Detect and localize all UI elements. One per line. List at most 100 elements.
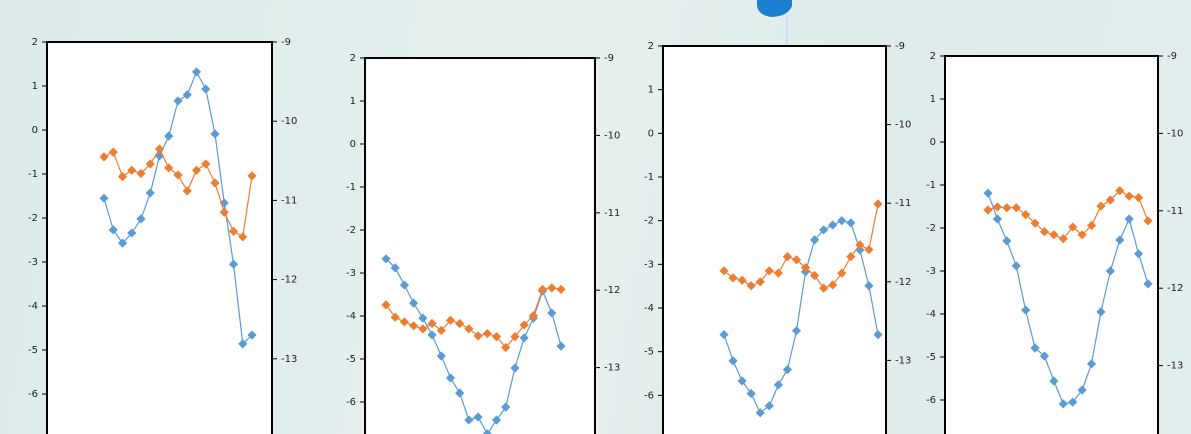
point-marker <box>983 205 993 215</box>
point-marker <box>1011 203 1021 213</box>
y-tick-label: 0 <box>350 139 356 150</box>
y-tick-label: -1 <box>28 169 38 180</box>
point-marker <box>182 186 192 196</box>
point-marker <box>228 259 239 269</box>
point-marker <box>445 315 456 325</box>
point-marker <box>791 326 802 336</box>
plot-area <box>364 57 596 434</box>
point-marker <box>482 328 492 339</box>
y-tick-label: 2 <box>648 41 654 52</box>
point-marker <box>719 330 729 340</box>
y-tick-label: -1 <box>644 172 654 183</box>
y-tick-label: 2 <box>32 37 38 48</box>
point-marker <box>719 266 729 276</box>
point-marker <box>519 333 529 343</box>
y2-tick-label: -12 <box>895 277 911 288</box>
y-tick-label: -3 <box>926 266 936 277</box>
y2-tick-label: -9 <box>604 53 614 64</box>
point-marker <box>219 207 229 217</box>
y-tick-label: -6 <box>644 390 654 401</box>
point-marker <box>1058 399 1068 409</box>
y-tick-label: -4 <box>28 301 38 312</box>
y-tick-label: 1 <box>32 81 38 92</box>
y-tick-label: 1 <box>648 85 654 96</box>
point-marker <box>809 235 820 245</box>
point-marker <box>1086 220 1097 231</box>
y-tick-label: 1 <box>930 94 936 105</box>
y-tick-label: -2 <box>644 216 654 227</box>
point-marker <box>108 147 118 157</box>
y-tick-label: 1 <box>350 96 356 107</box>
point-marker <box>464 415 474 425</box>
point-marker <box>482 429 492 434</box>
y-tick-label: -6 <box>926 395 936 406</box>
y-tick-label: -3 <box>28 257 38 268</box>
point-marker <box>547 283 557 293</box>
y-tick-label: 2 <box>350 53 356 64</box>
point-marker <box>427 318 437 329</box>
point-marker <box>1086 359 1097 369</box>
point-marker <box>556 341 566 351</box>
point-marker <box>837 216 847 226</box>
point-marker <box>1143 279 1153 289</box>
y-tick-label: -5 <box>644 347 654 358</box>
point-marker <box>992 202 1003 212</box>
point-marker <box>1105 195 1115 205</box>
y-tick-label: -1 <box>926 180 936 191</box>
point-marker <box>1002 203 1012 213</box>
y2-tick-label: -10 <box>604 130 620 141</box>
y-tick-label: -2 <box>28 213 38 224</box>
y-tick-label: -4 <box>926 309 936 320</box>
point-marker <box>1021 210 1031 220</box>
point-marker <box>127 165 137 175</box>
point-marker <box>473 412 483 422</box>
point-marker <box>1115 186 1125 196</box>
y2-tick-label: -10 <box>1167 128 1183 139</box>
point-marker <box>828 220 838 230</box>
point-marker <box>782 364 793 375</box>
plot-area <box>662 45 887 434</box>
point-marker <box>809 270 820 281</box>
point-marker <box>390 263 400 273</box>
point-marker <box>381 300 391 310</box>
y-tick-label: -3 <box>346 268 356 279</box>
point-marker <box>764 266 774 276</box>
point-marker <box>201 84 211 94</box>
point-marker <box>210 178 220 188</box>
series-line <box>987 192 1149 405</box>
point-marker <box>399 317 410 327</box>
point-marker <box>992 214 1003 224</box>
point-marker <box>510 363 520 373</box>
point-marker <box>537 284 548 295</box>
plot-area <box>46 41 273 434</box>
point-marker <box>755 277 765 287</box>
point-marker <box>746 281 756 291</box>
point-marker <box>728 356 738 366</box>
point-marker <box>1039 227 1050 237</box>
point-marker <box>846 252 856 262</box>
y-tick-label: 0 <box>648 128 654 139</box>
point-marker <box>1011 261 1021 271</box>
point-marker <box>117 172 128 182</box>
y2-tick-label: -9 <box>895 41 905 52</box>
y2-tick-label: -11 <box>1167 206 1183 217</box>
point-marker <box>1058 234 1068 244</box>
y-tick-label: 2 <box>930 51 936 62</box>
point-marker <box>409 321 419 331</box>
y-tick-label: -4 <box>644 303 654 314</box>
y-tick-label: 0 <box>930 137 936 148</box>
point-marker <box>501 342 511 353</box>
point-marker <box>501 402 511 412</box>
point-marker <box>491 415 502 425</box>
y2-tick-label: -11 <box>281 195 297 206</box>
point-marker <box>247 171 257 181</box>
point-marker <box>864 244 874 255</box>
point-marker <box>510 332 520 342</box>
point-marker <box>773 380 783 390</box>
point-marker <box>1049 230 1059 240</box>
point-marker <box>173 170 183 180</box>
y2-tick-label: -9 <box>1167 51 1177 62</box>
